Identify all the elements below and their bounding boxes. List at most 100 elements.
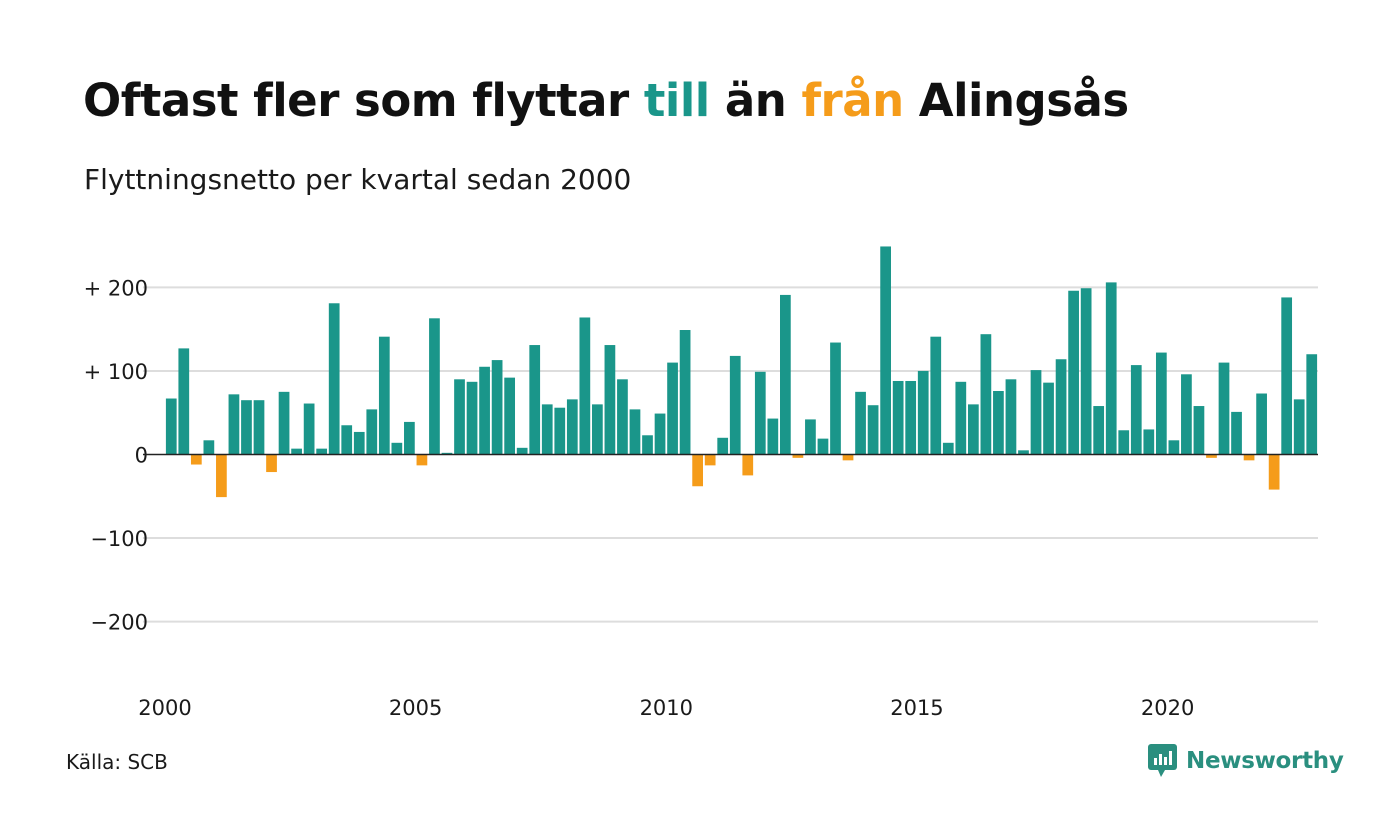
title-word-till: till xyxy=(643,74,710,127)
title-part-1: Oftast fler som flyttar xyxy=(83,74,644,127)
bar xyxy=(291,448,302,455)
bar xyxy=(266,454,277,473)
bar xyxy=(504,377,516,455)
bar xyxy=(692,454,703,487)
bar xyxy=(1181,374,1192,455)
bar xyxy=(980,334,992,455)
bar xyxy=(780,294,791,455)
bar xyxy=(1130,365,1142,455)
y-tick-label: −200 xyxy=(90,611,148,635)
bar xyxy=(905,380,917,455)
bar xyxy=(1168,440,1180,455)
title-word-fran: från xyxy=(801,74,904,127)
bar xyxy=(1268,454,1280,490)
bar xyxy=(1218,362,1230,455)
y-tick-label: −100 xyxy=(90,527,148,551)
bar xyxy=(1030,370,1042,455)
bar xyxy=(942,442,954,455)
bar xyxy=(429,318,440,455)
bar xyxy=(479,366,490,455)
bar xyxy=(1055,359,1067,455)
bar xyxy=(1105,282,1117,455)
bar xyxy=(216,454,227,498)
bar xyxy=(767,418,779,455)
bar xyxy=(1118,430,1130,455)
bar xyxy=(541,404,553,455)
bar xyxy=(278,391,290,455)
brand-logo: Newsworthy xyxy=(1148,744,1344,778)
bar xyxy=(830,342,841,455)
x-tick-label: 2005 xyxy=(389,696,442,720)
bar xyxy=(1256,393,1267,455)
bar xyxy=(855,391,866,455)
bar xyxy=(241,400,252,455)
bar xyxy=(729,355,741,455)
y-tick-label: 0 xyxy=(135,444,148,468)
bar xyxy=(190,454,202,465)
bar xyxy=(1281,297,1293,455)
bar xyxy=(1043,382,1054,455)
bar xyxy=(303,403,315,455)
bar xyxy=(579,317,591,455)
bar xyxy=(366,409,378,455)
chart-title: Oftast fler som flyttar till än från Ali… xyxy=(83,74,1129,127)
bar xyxy=(654,413,666,455)
bar xyxy=(1093,406,1105,455)
bar xyxy=(667,362,678,455)
bar xyxy=(1243,454,1255,461)
bar xyxy=(1005,379,1017,455)
bar xyxy=(228,394,240,455)
bar xyxy=(253,400,265,455)
x-tick-label: 2020 xyxy=(1141,696,1194,720)
bar xyxy=(554,407,566,455)
bar xyxy=(404,421,415,455)
y-tick-label: + 100 xyxy=(84,360,148,384)
bar xyxy=(566,399,578,455)
bar xyxy=(1193,406,1205,455)
bar xyxy=(930,336,942,455)
bar xyxy=(454,379,465,455)
x-tick-label: 2015 xyxy=(890,696,943,720)
bar xyxy=(1306,354,1318,455)
bar xyxy=(805,419,816,455)
bar xyxy=(491,360,503,455)
x-tick-label: 2010 xyxy=(640,696,693,720)
bar xyxy=(391,442,403,455)
bar xyxy=(967,404,979,455)
bar xyxy=(516,447,528,455)
bar xyxy=(441,452,453,455)
bar xyxy=(529,345,541,455)
y-tick-label: + 200 xyxy=(84,276,148,300)
bar xyxy=(178,348,190,455)
bar-chart: + 200 + 100 0 −100 −200 2000 2005 2010 2015 2020 xyxy=(84,246,1318,720)
bar xyxy=(617,379,628,455)
bar xyxy=(867,405,879,455)
bar xyxy=(1155,352,1167,455)
chart-subtitle: Flyttningsnetto per kvartal sedan 2000 xyxy=(84,163,632,196)
bar xyxy=(1018,450,1029,455)
brand-name: Newsworthy xyxy=(1186,748,1344,774)
bar xyxy=(1206,454,1217,458)
newsworthy-logo-icon xyxy=(1148,744,1177,777)
bar xyxy=(993,391,1004,455)
source-note: Källa: SCB xyxy=(66,750,168,774)
bar xyxy=(679,330,691,455)
bar xyxy=(642,435,653,455)
title-part-2: än xyxy=(709,74,802,127)
bar xyxy=(604,345,616,455)
x-tick-label: 2000 xyxy=(138,696,191,720)
bar xyxy=(792,454,804,458)
bar xyxy=(1080,288,1092,455)
bar xyxy=(1231,411,1242,455)
bar xyxy=(717,437,729,455)
bar xyxy=(353,431,365,455)
bar xyxy=(704,454,716,466)
bar xyxy=(316,448,328,455)
bar xyxy=(165,398,177,455)
title-part-3: Alingsås xyxy=(903,74,1129,127)
bar xyxy=(203,440,215,455)
bar xyxy=(892,380,904,455)
bar xyxy=(328,303,340,455)
bar xyxy=(466,381,478,455)
bar xyxy=(754,371,766,455)
